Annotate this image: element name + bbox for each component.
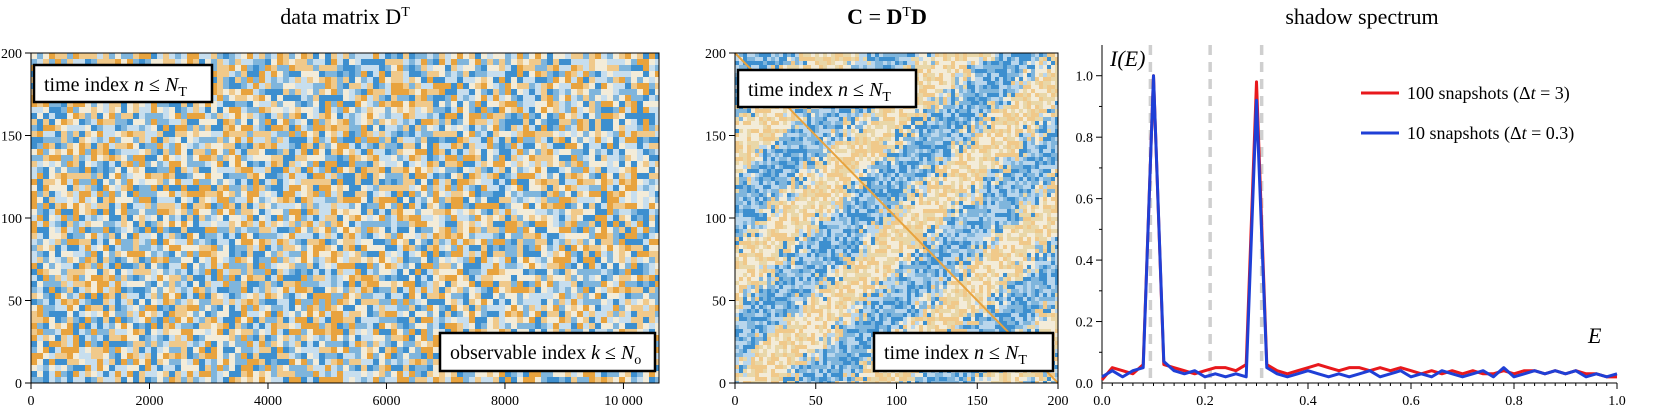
series-line-100-snapshots [1100,74,1617,381]
x-tick-label: 2000 [135,394,163,409]
data-matrix-observable-index-box: observable index k ≤ No [438,331,657,373]
correlation-heatmap [734,52,1059,384]
correlation-time-index-box-top: time index n ≤ NT [736,68,918,109]
y-tick-label: 0 [15,377,22,392]
y-tick-label: 200 [705,47,726,62]
x-tick-label: 4000 [254,394,282,409]
correlation-title: C = DTD [847,4,927,29]
data-matrix-panel: data matrix DT 0 2000 4000 6000 8000 10 000 0 5… [1,4,660,409]
y-tick-label: 0 [719,377,726,392]
spectrum-title: shadow spectrum [1285,4,1438,29]
x-tick-label: 0.0 [1093,394,1111,409]
x-tick-label: 6000 [372,394,400,409]
y-tick-label: 0.0 [1076,377,1094,392]
y-tick-label: 0.8 [1076,131,1094,146]
spectrum-ylabel: I(E) [1109,46,1145,71]
x-tick-label: 1.0 [1608,394,1626,409]
spectrum-reference-lines [1148,45,1264,383]
y-tick-label: 50 [8,295,22,310]
data-matrix-axes: 0 2000 4000 6000 8000 10 000 0 50 100 150 200 [1,47,643,409]
x-tick-label: 0.2 [1196,394,1214,409]
x-tick-label: 0 [732,394,739,409]
x-tick-label: 0 [28,394,35,409]
x-tick-label: 150 [967,394,988,409]
x-tick-label: 200 [1048,394,1069,409]
y-tick-label: 200 [1,47,22,62]
spectrum-xlabel: E [1587,323,1602,348]
correlation-time-index-box-bottom: time index n ≤ NT [872,331,1055,373]
spectrum-legend: 100 snapshots (Δt = 3) 10 snapshots (Δt … [1361,83,1574,144]
spectrum-panel: shadow spectrum 0.0 0.2 0.4 0.6 0.8 1.0 0.2 0.4… [1076,4,1626,409]
correlation-time-index-label-bottom: time index n ≤ NT [884,342,1027,368]
x-tick-label: 0.8 [1505,394,1523,409]
spectrum-series [1100,74,1618,381]
x-tick-label: 8000 [491,394,519,409]
y-tick-label: 100 [1,212,22,227]
y-tick-label: 50 [712,295,726,310]
x-tick-label: 0.4 [1299,394,1317,409]
correlation-axes: 0 50 100 150 200 0 50 100 150 200 [705,47,1069,409]
y-tick-label: 150 [705,130,726,145]
x-tick-label: 0.6 [1402,394,1420,409]
y-tick-label: 0.4 [1076,254,1094,269]
y-tick-label: 100 [705,212,726,227]
y-tick-label: 1.0 [1076,70,1094,85]
y-tick-label: 0.2 [1076,316,1094,331]
data-matrix-title: data matrix DT [280,4,410,29]
spectrum-axes: 0.0 0.2 0.4 0.6 0.8 1.0 0.2 0.4 0.6 0.8 1.0 0.0 [1076,45,1626,409]
x-tick-label: 100 [886,394,907,409]
data-matrix-observable-index-label: observable index k ≤ No [450,342,641,368]
x-tick-label: 50 [809,394,823,409]
y-tick-label: 150 [1,130,22,145]
y-tick-label: 0.6 [1076,193,1094,208]
legend-label-10-snapshots: 10 snapshots (Δt = 0.3) [1407,123,1574,144]
data-matrix-time-index-label: time index n ≤ NT [44,74,187,100]
correlation-panel: C = DTD 0 50 100 150 200 0 50 100 150 200 time in… [705,4,1069,409]
series-line-10-snapshots [1101,74,1618,379]
data-matrix-time-index-box: time index n ≤ NT [32,63,214,104]
correlation-time-index-label-top: time index n ≤ NT [748,79,891,105]
legend-label-100-snapshots: 100 snapshots (Δt = 3) [1407,83,1570,104]
x-tick-label: 10 000 [604,394,643,409]
